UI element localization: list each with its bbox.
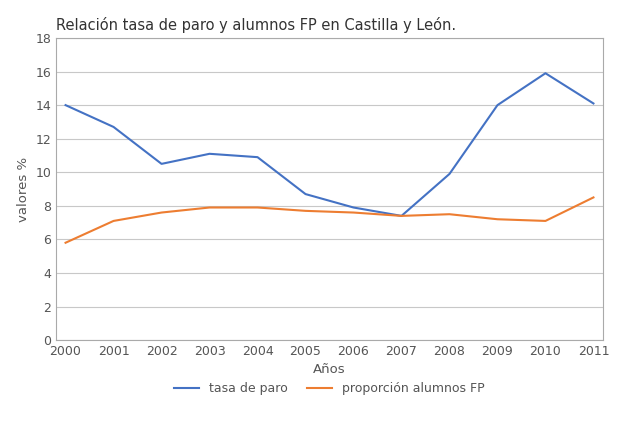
proporción alumnos FP [302, 208, 309, 214]
proporción alumnos FP [158, 210, 166, 215]
proporción alumnos FP [446, 211, 453, 217]
tasa de paro [110, 124, 117, 129]
Line: tasa de paro: tasa de paro [66, 73, 593, 216]
tasa de paro [62, 102, 70, 108]
Legend: tasa de paro, proporción alumnos FP: tasa de paro, proporción alumnos FP [169, 377, 490, 400]
tasa de paro [302, 191, 309, 197]
Y-axis label: valores %: valores % [17, 157, 29, 221]
tasa de paro [446, 171, 453, 177]
proporción alumnos FP [206, 205, 213, 210]
tasa de paro [542, 71, 549, 76]
proporción alumnos FP [62, 240, 70, 245]
Line: proporción alumnos FP: proporción alumnos FP [66, 198, 593, 243]
tasa de paro [206, 151, 213, 157]
proporción alumnos FP [589, 195, 597, 200]
tasa de paro [350, 205, 357, 210]
proporción alumnos FP [350, 210, 357, 215]
proporción alumnos FP [398, 213, 405, 218]
X-axis label: Años: Años [314, 364, 346, 377]
tasa de paro [589, 101, 597, 106]
proporción alumnos FP [254, 205, 261, 210]
Text: Relación tasa de paro y alumnos FP en Castilla y León.: Relación tasa de paro y alumnos FP en Ca… [56, 17, 456, 33]
proporción alumnos FP [493, 217, 501, 222]
tasa de paro [493, 102, 501, 108]
tasa de paro [158, 161, 166, 167]
tasa de paro [254, 154, 261, 160]
proporción alumnos FP [110, 218, 117, 224]
tasa de paro [398, 213, 405, 218]
proporción alumnos FP [542, 218, 549, 224]
